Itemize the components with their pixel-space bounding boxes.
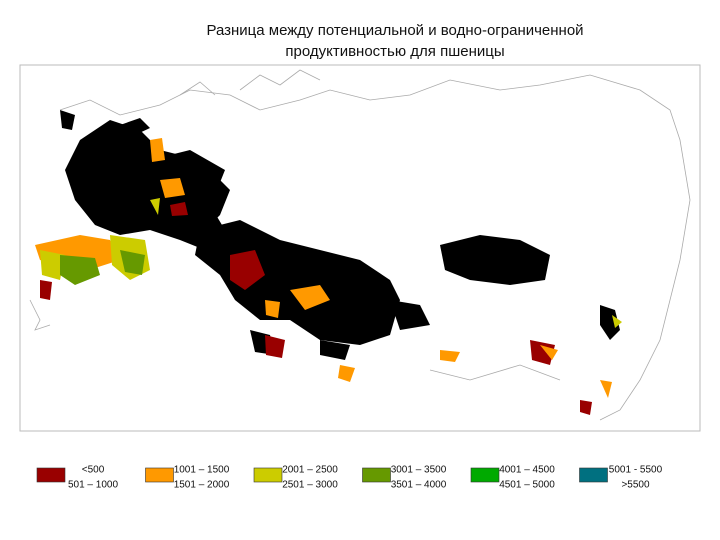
legend-label: 2501 – 3000 [282,480,338,491]
title-line: продуктивностью для пшеницы [285,43,505,60]
legend-swatch [579,467,608,483]
legend-label: 4501 – 5000 [499,480,555,491]
legend-swatch [362,467,391,483]
legend-swatch [253,467,283,483]
region-olive [60,250,145,285]
legend-label: <500 [82,465,105,476]
title-line: Разница между потенциальной и водно-огра… [206,22,584,39]
legend-label: 4001 – 4500 [499,465,555,476]
legend-label: 3001 – 3500 [391,465,447,476]
region-dark-red [40,202,592,415]
legend-swatch [470,467,500,483]
legend-label: 501 – 1000 [68,480,118,491]
legend-swatch [36,467,66,483]
legend-swatch [145,467,174,483]
map-frame [19,64,701,432]
legend: <500 501 – 1000 1001 – 1500 1501 – 2000 2001… [36,465,663,491]
region-black [60,110,620,360]
legend-label: 3501 – 4000 [391,480,447,491]
coastline [29,69,691,421]
legend-label: 2001 – 2500 [282,465,338,476]
legend-label: >5500 [621,480,650,491]
legend-label: 1001 – 1500 [174,465,230,476]
legend-label: 5001 - 5500 [609,465,663,476]
legend-label: 1501 – 2000 [174,480,230,491]
